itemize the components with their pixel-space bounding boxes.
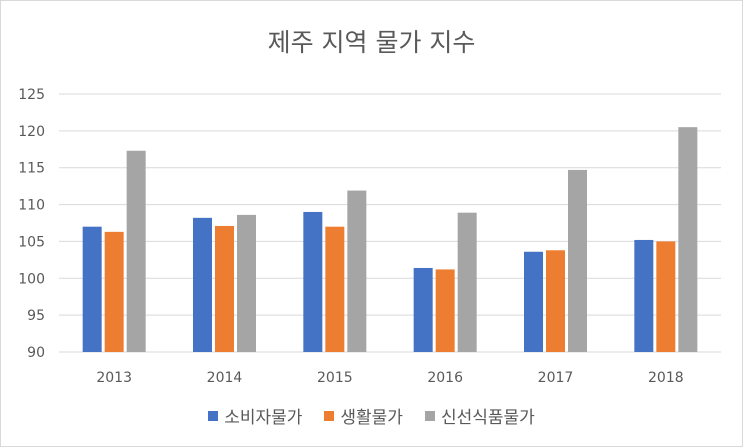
y-tick-label: 100 (18, 271, 45, 287)
y-tick-label: 120 (18, 124, 45, 140)
bar-2015-1 (325, 226, 345, 352)
legend-item: 신선식품물가 (424, 403, 535, 428)
x-tick-label: 2015 (317, 370, 353, 386)
bar-2015-0 (303, 211, 323, 352)
y-tick-label: 125 (18, 87, 45, 103)
legend-label: 소비자물가 (224, 408, 303, 428)
bar-2013-0 (82, 226, 102, 352)
x-tick-label: 2013 (96, 370, 132, 386)
x-tick-label: 2016 (427, 370, 463, 386)
y-tick-label: 115 (18, 161, 45, 177)
bar-2016-2 (457, 212, 477, 352)
legend-item: 소비자물가 (208, 403, 302, 428)
legend-label: 생활물가 (340, 408, 403, 428)
y-tick-label: 105 (18, 234, 45, 250)
y-tick-label: 95 (27, 308, 45, 324)
bar-2016-1 (435, 269, 455, 352)
legend-label: 신선식품물가 (440, 408, 535, 428)
bar-2015-2 (347, 190, 367, 352)
bar-2013-1 (104, 231, 124, 352)
x-tick-label: 2017 (538, 370, 574, 386)
x-tick-label: 2014 (207, 370, 243, 386)
bar-2018-1 (656, 241, 676, 352)
bar-2017-0 (524, 251, 543, 352)
bar-2018-0 (634, 239, 654, 352)
legend-swatch (424, 410, 435, 421)
bar-2016-0 (413, 267, 433, 352)
bar-2014-2 (237, 214, 256, 352)
chart-legend: 소비자물가 생활물가 신선식품물가 (1, 403, 742, 428)
bar-2014-1 (215, 225, 234, 352)
bar-2018-2 (678, 127, 698, 353)
x-tick-label: 2018 (648, 370, 684, 386)
y-tick-label: 110 (18, 198, 45, 214)
chart-title: 제주 지역 물가 지수 (267, 28, 476, 57)
legend-item: 생활물가 (324, 403, 403, 428)
bar-2017-1 (546, 250, 565, 352)
legend-swatch (208, 410, 219, 421)
bar-2017-2 (568, 169, 587, 352)
bar-2013-2 (126, 150, 146, 352)
legend-swatch (324, 410, 335, 421)
bar-2014-0 (193, 217, 212, 352)
y-tick-label: 90 (27, 345, 45, 361)
